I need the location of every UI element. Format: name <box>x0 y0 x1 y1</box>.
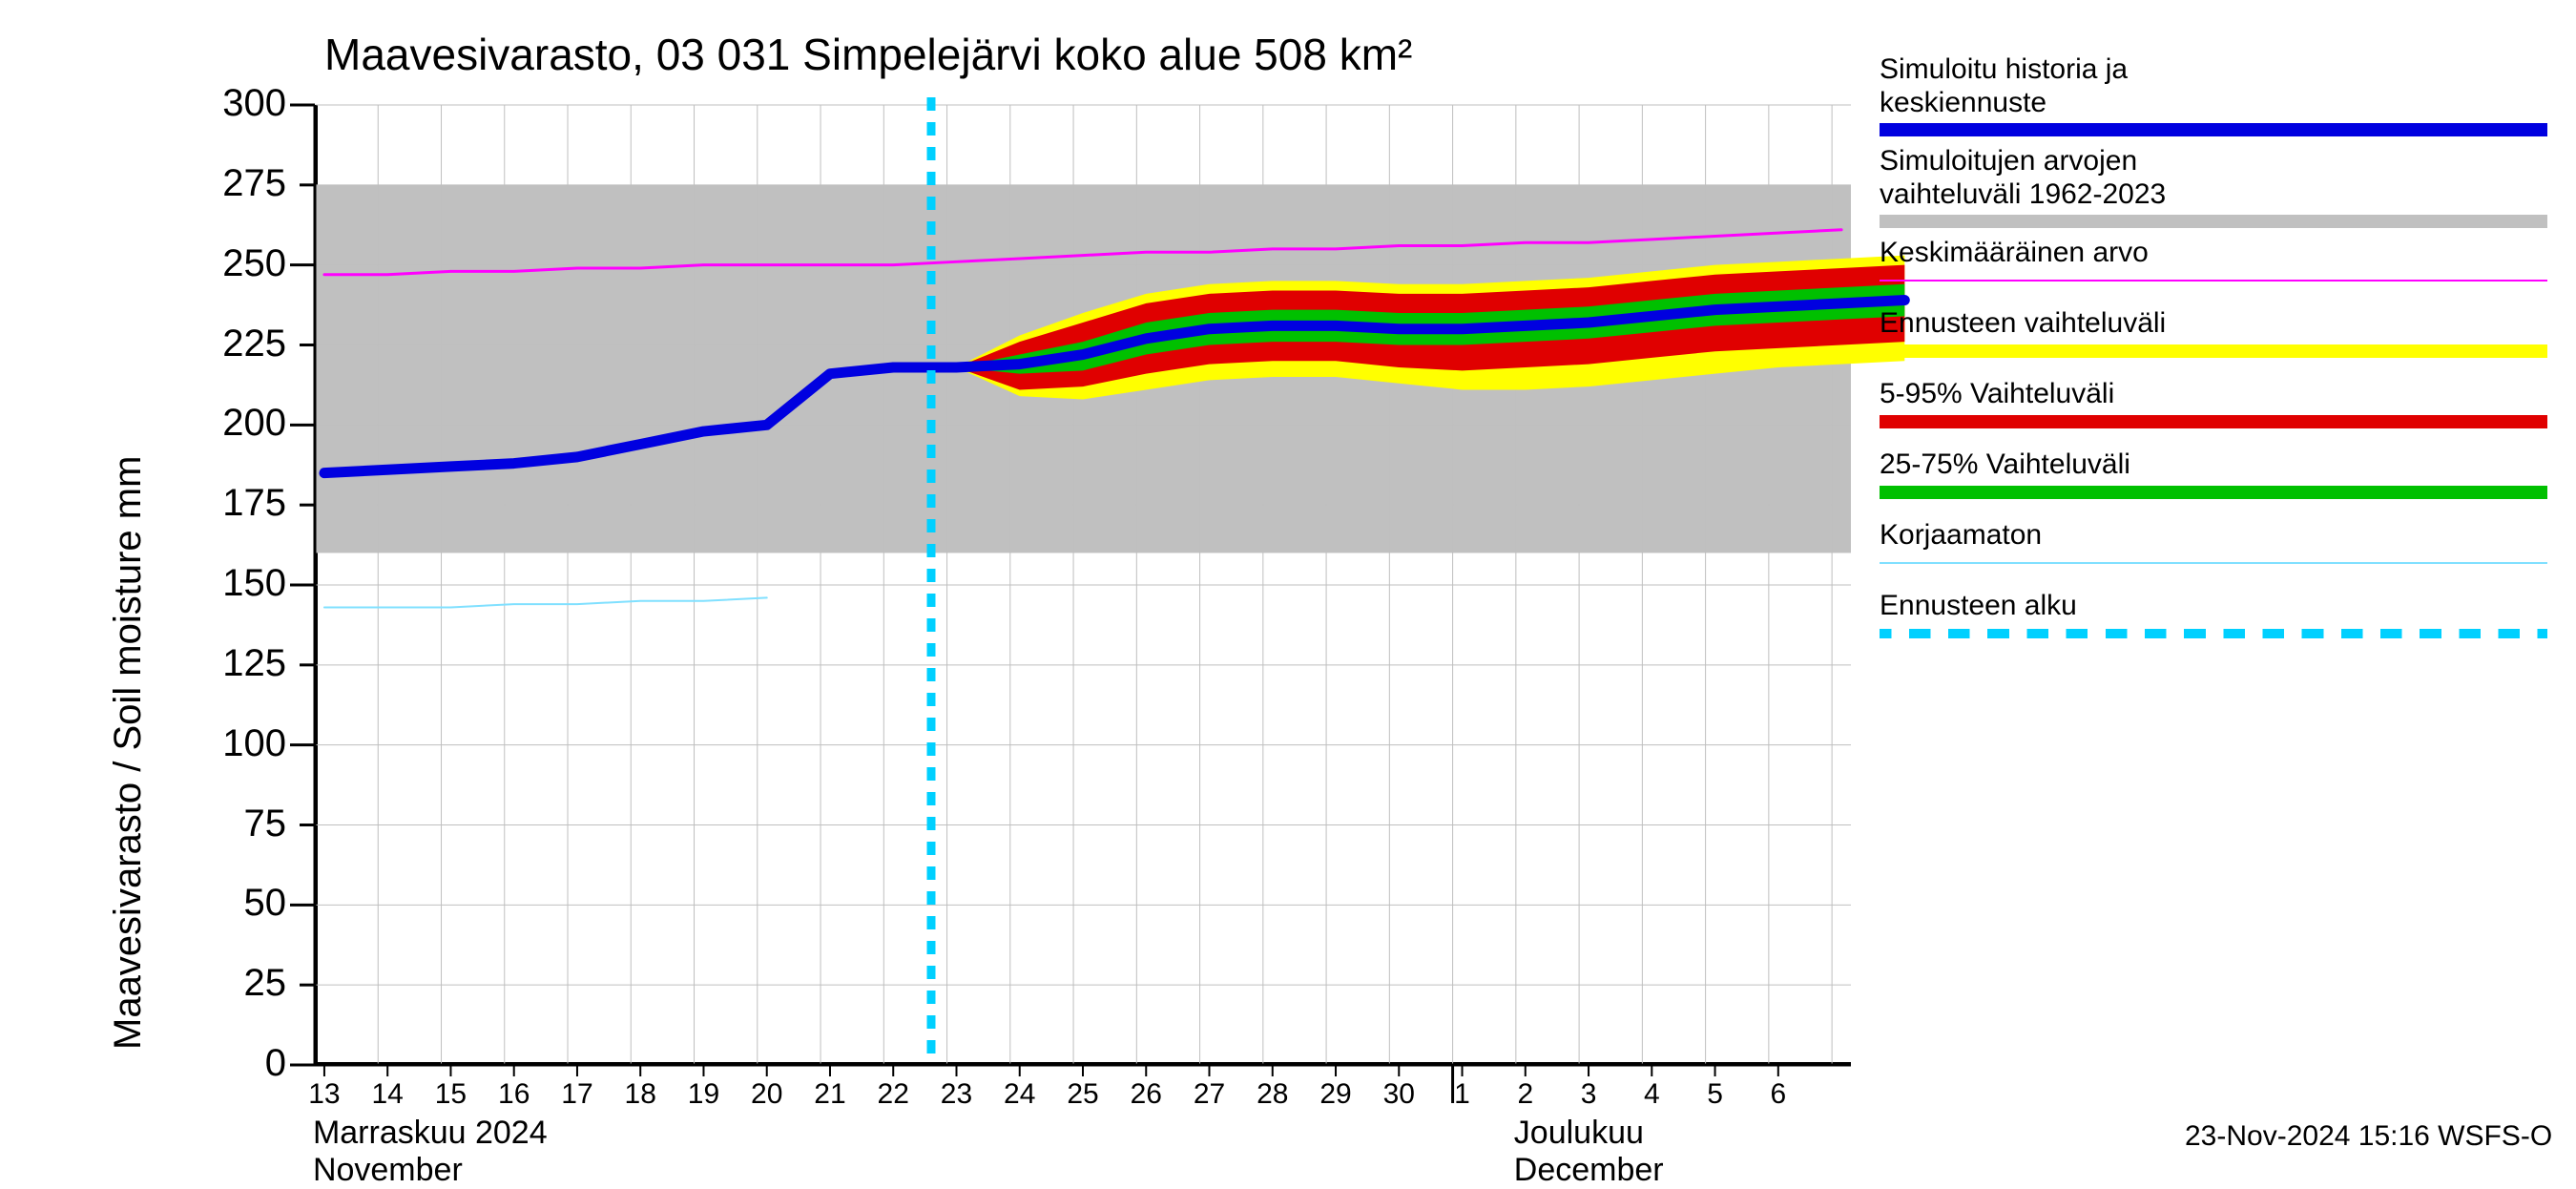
x-tick-label: 22 <box>878 1078 909 1111</box>
x-tick-label: 17 <box>561 1078 592 1111</box>
month-label: Marraskuu 2024November <box>313 1115 548 1189</box>
month-label-line1: Joulukuu <box>1514 1115 1664 1152</box>
y-tick-label: 300 <box>210 82 286 125</box>
y-tick-label: 200 <box>210 402 286 445</box>
legend-text: Korjaamaton <box>1880 519 2547 553</box>
legend-text: Ennusteen alku <box>1880 590 2547 623</box>
legend-text: keskiennuste <box>1880 87 2547 120</box>
y-tick-label: 50 <box>210 882 286 925</box>
x-tick-label: 13 <box>308 1078 340 1111</box>
x-tick-label: 28 <box>1257 1078 1288 1111</box>
legend-text: 5-95% Vaihteluväli <box>1880 378 2547 411</box>
x-tick-label: 30 <box>1383 1078 1415 1111</box>
month-label-line1: Marraskuu 2024 <box>313 1115 548 1152</box>
y-tick-label: 225 <box>210 323 286 365</box>
x-tick-label: 15 <box>435 1078 467 1111</box>
month-label-line2: November <box>313 1152 548 1189</box>
x-tick-label: 18 <box>625 1078 656 1111</box>
x-tick-label: 20 <box>751 1078 782 1111</box>
y-tick-label: 150 <box>210 562 286 605</box>
legend-swatch <box>1880 562 2547 564</box>
x-tick-label: 3 <box>1581 1078 1597 1111</box>
legend-text: Ennusteen vaihteluväli <box>1880 307 2547 341</box>
x-tick-label: 21 <box>814 1078 845 1111</box>
legend-text: vaihteluväli 1962-2023 <box>1880 178 2547 212</box>
legend-swatch <box>1880 215 2547 228</box>
x-tick-label: 29 <box>1319 1078 1351 1111</box>
y-tick-label: 250 <box>210 242 286 285</box>
y-tick-label: 25 <box>210 962 286 1005</box>
x-tick-label: 6 <box>1770 1078 1786 1111</box>
legend-item: 5-95% Vaihteluväli <box>1880 378 2547 428</box>
legend-item: Ennusteen alku <box>1880 590 2547 638</box>
legend-text: Simuloitujen arvojen <box>1880 145 2547 178</box>
x-tick-label: 27 <box>1194 1078 1225 1111</box>
legend-swatch <box>1880 280 2547 282</box>
legend-text: Simuloitu historia ja <box>1880 53 2547 87</box>
x-tick-label: 25 <box>1067 1078 1098 1111</box>
x-tick-label: 2 <box>1517 1078 1533 1111</box>
x-tick-label: 26 <box>1131 1078 1162 1111</box>
y-tick-label: 275 <box>210 162 286 205</box>
x-tick-label: 23 <box>941 1078 972 1111</box>
legend-swatch <box>1880 123 2547 136</box>
legend-item: Simuloitu historia jakeskiennuste <box>1880 53 2547 136</box>
y-tick-label: 0 <box>210 1042 286 1085</box>
month-label: JoulukuuDecember <box>1514 1115 1664 1189</box>
footer-timestamp: 23-Nov-2024 15:16 WSFS-O <box>2185 1120 2552 1153</box>
y-tick-label: 125 <box>210 642 286 685</box>
legend-text: Keskimääräinen arvo <box>1880 237 2547 270</box>
y-tick-label: 100 <box>210 722 286 765</box>
legend-item: Korjaamaton <box>1880 519 2547 564</box>
legend-text: 25-75% Vaihteluväli <box>1880 448 2547 482</box>
x-tick-label: 5 <box>1707 1078 1723 1111</box>
legend-swatch <box>1880 629 2547 638</box>
month-label-line2: December <box>1514 1152 1664 1189</box>
legend-swatch <box>1880 344 2547 358</box>
x-tick-label: 16 <box>498 1078 530 1111</box>
x-tick-label: 19 <box>688 1078 719 1111</box>
x-tick-label: 24 <box>1004 1078 1035 1111</box>
legend-item: 25-75% Vaihteluväli <box>1880 448 2547 499</box>
legend-swatch <box>1880 486 2547 499</box>
x-tick-label: 4 <box>1644 1078 1660 1111</box>
legend-swatch <box>1880 415 2547 428</box>
legend-item: Keskimääräinen arvo <box>1880 237 2547 282</box>
legend-item: Simuloitujen arvojenvaihteluväli 1962-20… <box>1880 145 2547 228</box>
x-tick-label: 14 <box>372 1078 404 1111</box>
y-tick-label: 175 <box>210 482 286 525</box>
legend-item: Ennusteen vaihteluväli <box>1880 307 2547 358</box>
x-tick-label: 1 <box>1454 1078 1470 1111</box>
y-tick-label: 75 <box>210 803 286 845</box>
